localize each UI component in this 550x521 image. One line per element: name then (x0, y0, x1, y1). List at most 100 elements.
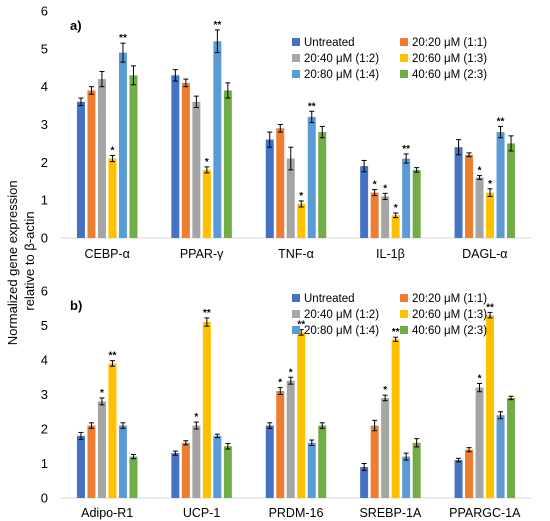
significance-mark: * (289, 367, 293, 378)
bar (318, 132, 327, 238)
bar (454, 460, 463, 498)
significance-mark: ** (213, 20, 221, 31)
bar (412, 442, 421, 498)
bar (465, 154, 474, 238)
significance-mark: ** (203, 308, 211, 319)
legend-swatch (400, 70, 408, 78)
significance-mark: * (383, 385, 387, 396)
legend-swatch (400, 294, 408, 302)
bar (192, 425, 201, 498)
bar (223, 446, 232, 498)
bar (97, 401, 106, 498)
significance-mark: ** (392, 327, 400, 338)
significance-mark: * (194, 412, 198, 423)
bar (391, 339, 400, 498)
bar (171, 453, 180, 498)
legend-swatch (292, 38, 300, 46)
legend-swatch (292, 326, 300, 334)
y-tick-label: 3 (41, 387, 48, 402)
y-tick-label: 5 (41, 318, 48, 333)
category-label: IL-1β (376, 247, 405, 261)
bar (192, 101, 201, 238)
y-tick-label: 1 (41, 193, 48, 208)
bar (213, 41, 222, 239)
bar (507, 143, 516, 238)
bar (370, 425, 379, 498)
bar (496, 132, 505, 238)
y-axis-title: Normalized gene expression relative to β… (5, 177, 37, 345)
legend-label: 20:40 μM (1:2) (304, 53, 379, 65)
bar (402, 456, 411, 498)
significance-mark: ** (402, 144, 410, 155)
bar (454, 147, 463, 238)
category-label: PPARGC-1A (449, 506, 521, 520)
y-tick-label: 6 (41, 4, 48, 19)
bar (129, 456, 138, 498)
bar (276, 391, 285, 498)
bar (108, 363, 117, 498)
significance-mark: ** (486, 302, 494, 313)
bar (475, 177, 484, 238)
bar (265, 139, 274, 238)
legend-label: 20:60 μM (1:3) (412, 309, 487, 321)
bar (181, 442, 190, 498)
bar (108, 158, 117, 238)
bar (381, 196, 390, 238)
legend-label: 40:60 μM (2:3) (412, 325, 487, 337)
significance-mark: ** (308, 101, 316, 112)
significance-mark: * (478, 166, 482, 177)
bar (318, 425, 327, 498)
y-tick-label: 2 (41, 155, 48, 170)
category-label: Adipo-R1 (81, 506, 133, 520)
significance-mark: * (278, 378, 282, 389)
y-tick-label: 0 (41, 231, 48, 246)
legend-swatch (292, 294, 300, 302)
bar (97, 79, 106, 238)
bar (507, 397, 516, 498)
y-tick-label: 6 (41, 284, 48, 299)
legend-label: 20:80 μM (1:4) (304, 69, 379, 81)
y-axis-title-line-1: Normalized gene expression (5, 180, 20, 345)
category-label: SREBP-1A (359, 506, 421, 520)
legend-swatch (292, 310, 300, 318)
y-tick-label: 2 (41, 422, 48, 437)
bar (202, 169, 211, 238)
category-label: UCP-1 (183, 506, 221, 520)
significance-mark: ** (497, 116, 505, 127)
bar (286, 158, 295, 238)
significance-mark: * (110, 146, 114, 157)
legend-label: 20:20 μM (1:1) (412, 293, 487, 305)
bar (87, 90, 96, 238)
legend-swatch (400, 54, 408, 62)
bar (286, 380, 295, 498)
bar (129, 75, 138, 238)
y-axis-title-line-2: relative to β-actin (22, 211, 37, 310)
bar (307, 442, 316, 498)
bar (486, 315, 495, 498)
legend-label: 20:80 μM (1:4) (304, 325, 379, 337)
y-tick-label: 4 (41, 79, 48, 94)
legend-label: Untreated (304, 293, 355, 305)
y-tick-label: 0 (41, 491, 48, 506)
bar (486, 192, 495, 238)
bar (381, 397, 390, 498)
y-tick-label: 5 (41, 41, 48, 56)
bar (76, 101, 85, 238)
legend-label: 40:60 μM (2:3) (412, 69, 487, 81)
bar (465, 449, 474, 498)
legend-swatch (400, 326, 408, 334)
bar (202, 322, 211, 498)
legend-label: 20:40 μM (1:2) (304, 309, 379, 321)
bar (181, 82, 190, 238)
bar (297, 203, 306, 238)
bar (118, 52, 127, 238)
bar (412, 169, 421, 238)
significance-mark: ** (119, 33, 127, 44)
y-tick-label: 3 (41, 117, 48, 132)
bar (87, 425, 96, 498)
bar (213, 435, 222, 498)
bar (496, 415, 505, 498)
legend-label: Untreated (304, 37, 355, 49)
bar (360, 466, 369, 498)
